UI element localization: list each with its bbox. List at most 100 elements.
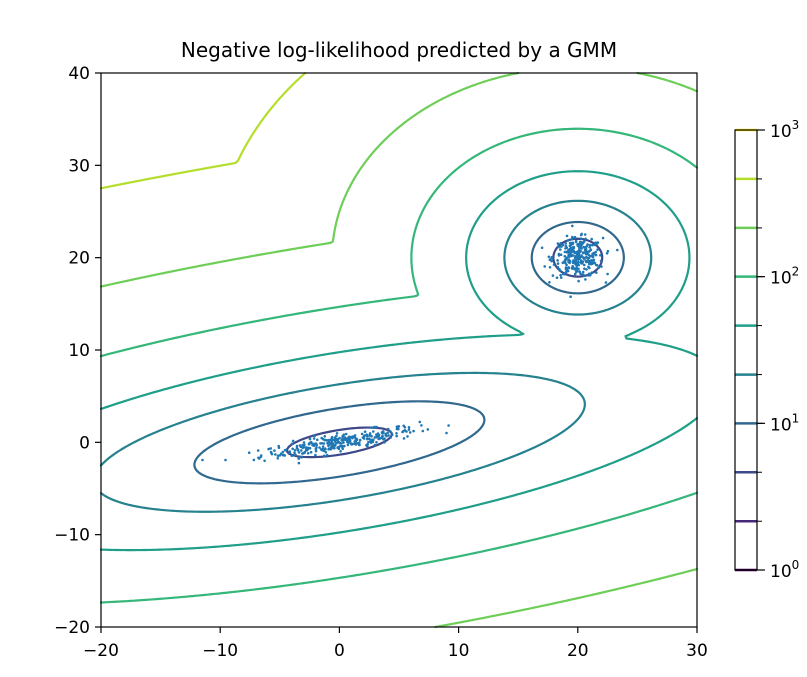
sample-point bbox=[322, 449, 326, 453]
sample-point bbox=[587, 274, 590, 277]
contour-level-7 bbox=[99, 71, 699, 629]
sample-point bbox=[584, 253, 588, 256]
sample-point bbox=[594, 263, 598, 267]
sample-point bbox=[601, 236, 605, 240]
sample-point bbox=[583, 233, 587, 236]
y-tick-label: 30 bbox=[68, 156, 90, 176]
sample-point bbox=[559, 253, 563, 256]
sample-point bbox=[369, 426, 373, 429]
sample-point bbox=[363, 430, 367, 434]
sample-point bbox=[290, 442, 294, 446]
sample-point bbox=[445, 431, 448, 435]
sample-point bbox=[308, 437, 312, 441]
sample-point bbox=[367, 440, 370, 444]
sample-point bbox=[582, 246, 586, 249]
sample-point bbox=[336, 437, 340, 441]
sample-point bbox=[548, 281, 551, 284]
sample-point bbox=[322, 454, 326, 458]
sample-point bbox=[584, 248, 587, 251]
sample-point bbox=[578, 246, 581, 249]
sample-point bbox=[583, 267, 586, 271]
sample-point bbox=[595, 242, 598, 246]
sample-point bbox=[297, 451, 301, 454]
sample-point bbox=[559, 276, 563, 279]
sample-point bbox=[354, 440, 358, 443]
sample-point bbox=[344, 432, 348, 436]
x-tick-label: 30 bbox=[686, 641, 708, 661]
sample-point bbox=[314, 449, 318, 453]
sample-point bbox=[309, 440, 313, 444]
sample-point bbox=[587, 250, 591, 253]
sample-point bbox=[389, 430, 392, 434]
sample-point bbox=[572, 259, 575, 262]
sample-point bbox=[571, 241, 575, 245]
sample-point bbox=[574, 239, 578, 243]
sample-point bbox=[557, 252, 561, 256]
sample-point bbox=[365, 437, 369, 441]
sample-point bbox=[543, 265, 546, 268]
sample-point bbox=[558, 269, 562, 272]
sample-point bbox=[201, 458, 204, 462]
sample-point bbox=[550, 255, 553, 259]
x-tick-label: 0 bbox=[334, 641, 345, 661]
sample-point bbox=[592, 258, 596, 262]
sample-point bbox=[577, 258, 580, 262]
sample-point bbox=[247, 451, 251, 455]
sample-point bbox=[447, 424, 450, 427]
sample-point bbox=[548, 266, 552, 269]
sample-point bbox=[307, 442, 311, 446]
sample-point bbox=[550, 259, 553, 263]
sample-point bbox=[395, 425, 399, 429]
sample-point bbox=[304, 446, 307, 450]
sample-point bbox=[420, 424, 423, 427]
sample-point bbox=[406, 435, 409, 438]
axes-frame bbox=[100, 72, 698, 628]
sample-point bbox=[300, 456, 303, 459]
sample-point bbox=[267, 447, 270, 451]
sample-point bbox=[565, 250, 569, 253]
sample-point bbox=[381, 434, 384, 438]
sample-point bbox=[252, 458, 256, 462]
sample-point bbox=[585, 256, 589, 259]
sample-point bbox=[337, 441, 341, 444]
sample-point bbox=[395, 434, 399, 438]
sample-point bbox=[384, 432, 388, 436]
x-tick-label: −20 bbox=[83, 641, 119, 661]
sample-point bbox=[588, 254, 592, 258]
sample-point bbox=[372, 430, 375, 433]
sample-point bbox=[345, 438, 349, 442]
sample-point bbox=[588, 246, 591, 249]
sample-point bbox=[383, 441, 386, 444]
sample-point bbox=[368, 433, 372, 436]
sample-point bbox=[294, 453, 297, 457]
sample-point bbox=[575, 254, 578, 258]
sample-point bbox=[590, 262, 594, 266]
sample-point bbox=[386, 431, 390, 435]
sample-point bbox=[346, 443, 350, 447]
contour-level-5 bbox=[99, 170, 699, 552]
sample-point bbox=[306, 448, 309, 451]
sample-point bbox=[353, 442, 357, 446]
sample-point bbox=[547, 255, 551, 259]
sample-point bbox=[569, 295, 572, 299]
sample-point bbox=[355, 437, 359, 441]
sample-point bbox=[569, 251, 572, 254]
sample-point bbox=[564, 247, 567, 250]
sample-point bbox=[328, 443, 331, 446]
sample-point bbox=[323, 447, 327, 450]
sample-point bbox=[584, 278, 587, 281]
sample-point bbox=[330, 441, 333, 445]
sample-point bbox=[552, 263, 556, 267]
sample-point bbox=[567, 258, 571, 261]
colorbar: 100 101 102 103 bbox=[734, 118, 799, 582]
sample-point bbox=[583, 263, 586, 267]
sample-point bbox=[363, 434, 366, 438]
sample-point bbox=[600, 265, 603, 268]
sample-point bbox=[586, 243, 589, 246]
sample-point bbox=[318, 446, 321, 449]
sample-point bbox=[300, 449, 303, 452]
sample-point bbox=[412, 429, 415, 433]
sample-point bbox=[341, 438, 344, 442]
sample-point bbox=[587, 259, 591, 263]
